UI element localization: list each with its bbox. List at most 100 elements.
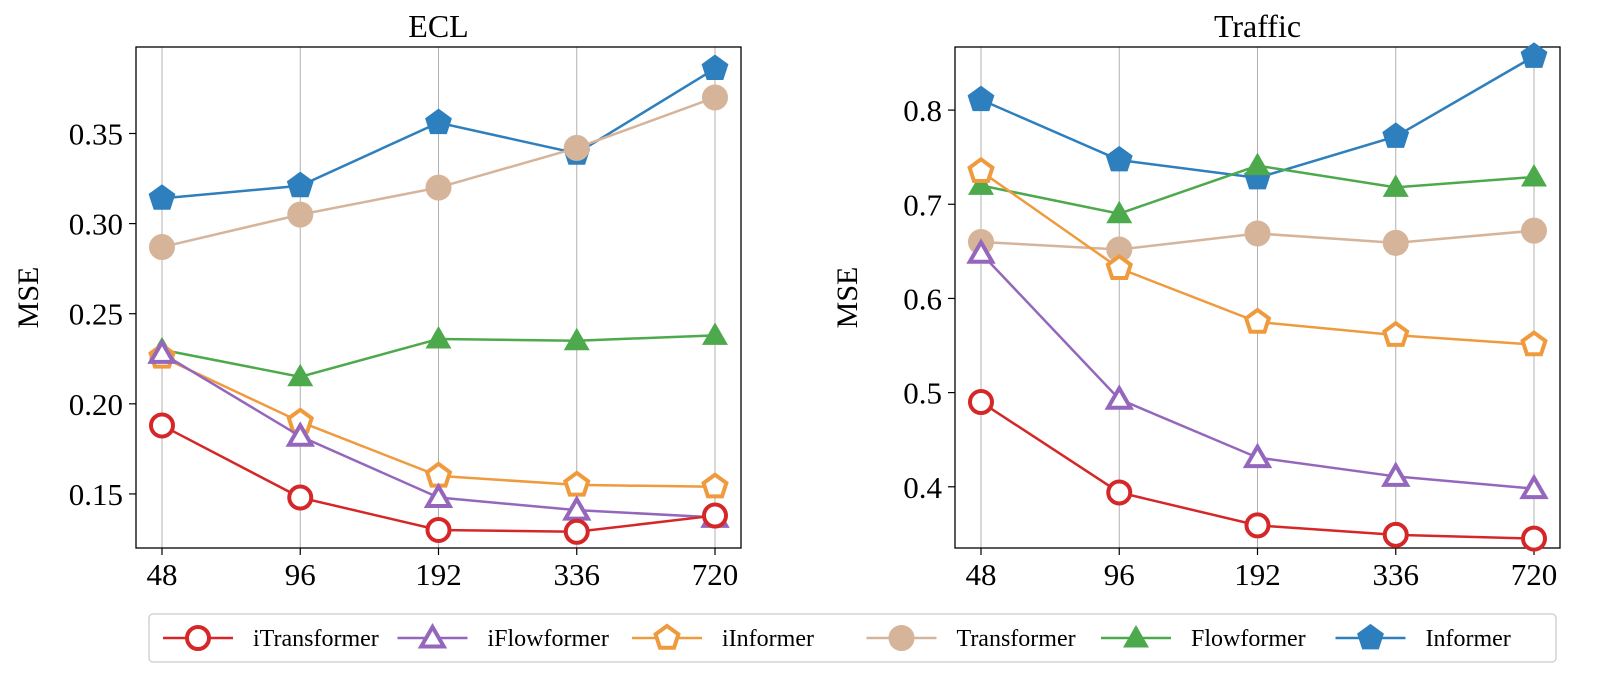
ecl-transformer-point-192 (425, 174, 452, 201)
traffic-xtick-label-192: 192 (1234, 557, 1281, 592)
ecl-iflowformer-point-336 (562, 495, 592, 521)
traffic-iinformer-point-96 (1105, 253, 1134, 281)
ecl-ytick-label-4: 0.35 (69, 117, 123, 152)
traffic-iinformer-point-48 (967, 156, 995, 184)
traffic-transformer-point-192 (1244, 220, 1271, 247)
traffic-ytick-label-3: 0.7 (903, 187, 942, 222)
ecl-informer-point-720 (701, 54, 729, 81)
traffic-transformer-point-720 (1521, 217, 1547, 244)
ecl-xtick-label-96: 96 (285, 557, 316, 592)
ecl-series-itransformer (149, 412, 728, 545)
traffic-ytick-label-2: 0.6 (903, 281, 942, 316)
traffic-xtick-label-48: 48 (966, 557, 997, 592)
legend-label-iinformer: iInformer (722, 626, 814, 652)
traffic-itransformer-point-336 (1382, 521, 1409, 548)
legend-entry-informer: Informer (1335, 623, 1511, 652)
ecl-title: ECL (408, 8, 468, 44)
ecl-ytick-label-0: 0.15 (69, 477, 123, 512)
legend-marker-itransformer (185, 625, 211, 651)
traffic-itransformer-point-96 (1106, 479, 1133, 506)
legend-marker-flowformer (1123, 624, 1149, 648)
ecl-panel: 48 96 192 336 720 0.15 0.20 0.25 0.30 0.35 ECL MSE (12, 8, 742, 592)
ecl-iinformer-point-192 (424, 461, 453, 488)
traffic-flowformer-point-96 (1106, 200, 1133, 224)
traffic-series-iinformer (967, 156, 1548, 357)
legend-marker-iflowformer (417, 623, 448, 649)
ecl-flowformer-point-96 (287, 363, 314, 387)
ecl-xtick-label-336: 336 (554, 557, 601, 592)
traffic-xtick-label-336: 336 (1373, 557, 1420, 592)
legend-label-informer: Informer (1426, 626, 1511, 652)
traffic-flowformer-point-192 (1244, 152, 1271, 176)
ecl-ytick-label-3: 0.30 (69, 207, 123, 242)
legend-label-iflowformer: iFlowformer (488, 626, 609, 652)
legend-entry-itransformer: iTransformer (163, 625, 379, 652)
ecl-informer-point-192 (425, 108, 452, 135)
traffic-informer-point-48 (967, 85, 995, 112)
traffic-iflowformer-point-192 (1242, 442, 1273, 469)
legend-marker-transformer (888, 625, 915, 651)
ecl-itransformer-point-96 (287, 484, 314, 511)
traffic-iflowformer-point-48 (966, 238, 996, 264)
ecl-ytick-label-2: 0.25 (69, 297, 123, 332)
ecl-iflowformer-point-48 (147, 338, 177, 364)
ecl-transformer-point-720 (702, 84, 728, 111)
traffic-flowformer-point-336 (1382, 174, 1409, 197)
ecl-flowformer-point-336 (563, 327, 590, 351)
traffic-ytick-label-0: 0.4 (903, 470, 942, 505)
ecl-xtick-label-48: 48 (147, 557, 178, 592)
traffic-iflowformer-point-336 (1381, 461, 1411, 487)
ecl-informer-point-96 (286, 171, 314, 198)
ecl-iinformer-point-336 (562, 470, 591, 497)
traffic-xtick-label-96: 96 (1104, 557, 1135, 592)
legend-entry-iflowformer: iFlowformer (397, 623, 609, 652)
traffic-itransformer-point-192 (1244, 512, 1271, 539)
legend-label-flowformer: Flowformer (1191, 626, 1306, 652)
ecl-transformer-point-96 (287, 201, 314, 228)
traffic-flowformer-point-48 (968, 172, 994, 195)
legend-label-itransformer: iTransformer (253, 626, 379, 652)
traffic-informer-point-336 (1382, 122, 1410, 148)
ecl-iflowformer-point-96 (285, 421, 315, 447)
traffic-series-flowformer (968, 152, 1547, 224)
legend-entry-flowformer: Flowformer (1101, 624, 1306, 652)
ecl-flowformer-point-192 (425, 325, 452, 349)
traffic-xtick-label-720: 720 (1511, 557, 1558, 592)
traffic-informer-point-96 (1105, 145, 1133, 172)
traffic-ytick-label-1: 0.5 (903, 376, 942, 411)
traffic-ytick-label-4: 0.8 (903, 93, 942, 128)
ecl-flowformer-point-720 (702, 322, 728, 345)
legend-label-transformer: Transformer (957, 626, 1076, 652)
legend-entry-transformer: Transformer (866, 625, 1076, 652)
ecl-ytick-label-1: 0.20 (69, 387, 123, 422)
legend: iTransformer iFlowformer iInformer Transfor… (148, 613, 1557, 663)
traffic-title: Traffic (1214, 8, 1301, 44)
ecl-itransformer-point-336 (563, 518, 590, 545)
traffic-flowformer-point-720 (1521, 163, 1547, 187)
traffic-iinformer-point-192 (1243, 307, 1272, 334)
ecl-informer-point-48 (148, 184, 176, 210)
ecl-itransformer-point-720 (702, 502, 728, 529)
traffic-iflowformer-point-96 (1104, 384, 1134, 410)
traffic-panel: 48 96 192 336 720 0.4 0.5 0.6 0.7 0.8 Traffic MSE (831, 8, 1561, 592)
traffic-ylabel: MSE (831, 267, 864, 329)
ecl-iinformer-point-720 (701, 472, 729, 499)
traffic-informer-point-720 (1520, 42, 1548, 68)
ecl-iflowformer-point-192 (423, 482, 454, 509)
traffic-series-iflowformer (966, 238, 1549, 500)
traffic-series-itransformer (968, 389, 1547, 552)
traffic-iinformer-point-336 (1381, 320, 1410, 347)
traffic-itransformer-point-720 (1521, 525, 1547, 552)
traffic-itransformer-point-48 (968, 389, 994, 416)
ecl-itransformer-point-192 (425, 516, 452, 543)
ecl-series-transformer (149, 84, 728, 261)
legend-frame (148, 613, 1557, 663)
legend-marker-informer (1357, 623, 1384, 650)
ecl-transformer-point-336 (563, 134, 590, 161)
ecl-itransformer-point-48 (149, 412, 175, 439)
traffic-iinformer-point-720 (1520, 330, 1548, 357)
ecl-ylabel: MSE (12, 267, 45, 329)
legend-entry-iinformer: iInformer (632, 623, 814, 652)
ecl-xtick-label-720: 720 (692, 557, 739, 592)
